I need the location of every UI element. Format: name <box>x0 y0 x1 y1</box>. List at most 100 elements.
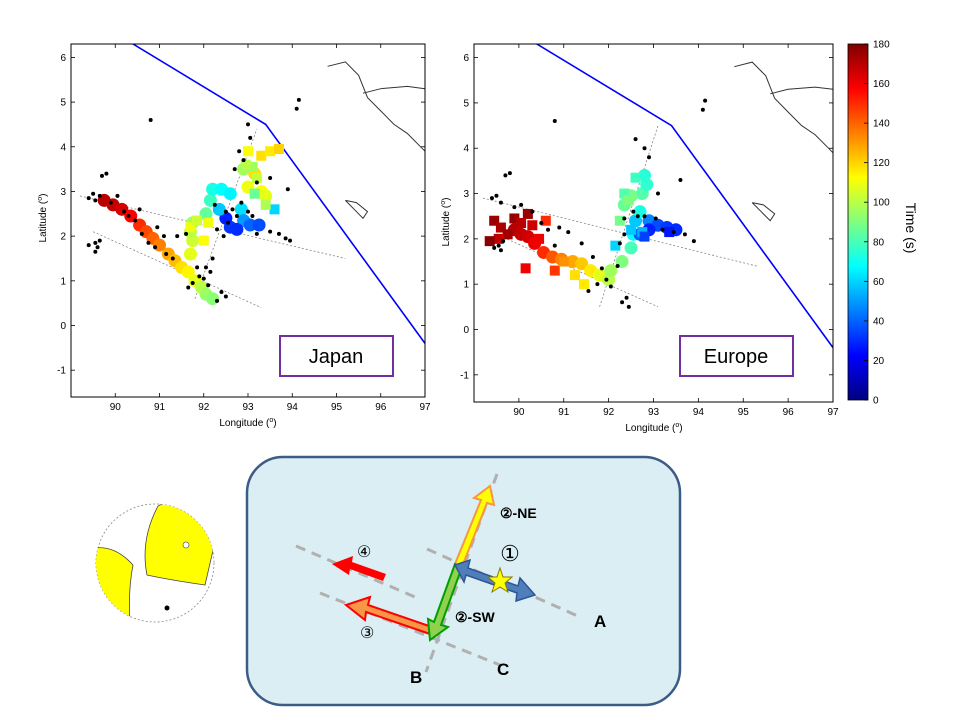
europe-square-mark <box>623 195 634 206</box>
europe-circle-mark <box>624 241 638 255</box>
europe-xlabel: Longitude (o) <box>625 422 682 434</box>
segment-2ne-label: ②-NE <box>500 505 537 521</box>
rupture-schematic: ① ②-NE ②-SW ③ ④ A B C <box>245 455 682 707</box>
japan-event-dot <box>246 122 250 127</box>
europe-event-dot <box>660 227 665 232</box>
europe-event-dot <box>566 230 571 235</box>
europe-square-mark <box>484 236 495 247</box>
japan-xtick-label: 95 <box>331 402 343 413</box>
europe-square-mark <box>558 256 569 267</box>
europe-square-mark <box>664 227 675 238</box>
europe-event-dot <box>492 245 497 250</box>
japan-event-dot <box>108 200 113 205</box>
japan-coastline <box>362 85 425 94</box>
japan-event-dot <box>254 231 259 236</box>
japan-xtick-label: 92 <box>198 402 210 413</box>
europe-ytick-label: -1 <box>460 370 469 381</box>
japan-event-dot <box>285 187 290 192</box>
europe-xtick-label: 96 <box>783 407 795 418</box>
europe-event-dot <box>552 243 557 248</box>
europe-square-mark <box>516 218 527 228</box>
europe-xtick-label: 92 <box>603 407 615 418</box>
europe-event-dot <box>642 146 647 151</box>
japan-circle-mark <box>252 218 266 232</box>
europe-ytick-label: 3 <box>463 189 469 200</box>
japan-square-mark <box>249 188 260 199</box>
t-axis-marker <box>182 541 190 549</box>
europe-label-box <box>679 335 794 377</box>
europe-event-dot <box>615 264 620 269</box>
europe-square-mark <box>493 233 504 244</box>
europe-xtick-label: 95 <box>738 407 750 418</box>
europe-event-dot <box>678 177 683 182</box>
japan-event-dot <box>234 214 239 219</box>
japan-ytick-label: -1 <box>57 366 66 377</box>
japan-event-dot <box>97 238 102 243</box>
europe-square-mark <box>549 265 560 276</box>
europe-event-dot <box>503 173 508 178</box>
segment-2ne-arrow <box>453 484 496 569</box>
europe-event-dot <box>530 209 535 214</box>
japan-xtick-label: 93 <box>242 402 254 413</box>
japan-event-dot <box>232 167 237 172</box>
europe-event-dot <box>653 216 658 221</box>
europe-square-mark <box>522 208 533 219</box>
europe-square-mark <box>489 215 500 226</box>
europe-axes: 90 91 92 93 94 95 96 97 -1 0 1 2 3 4 5 6 <box>460 44 839 418</box>
japan-square-mark <box>251 173 262 184</box>
japan-ytick-label: 4 <box>60 142 66 153</box>
europe-xtick-label: 93 <box>648 407 660 418</box>
europe-event-dot <box>622 232 627 237</box>
europe-coastline <box>734 61 833 154</box>
japan-plot-frame <box>70 43 426 398</box>
japan-event-dot <box>230 207 235 212</box>
colorbar: 0 20 40 60 80 100 120 140 160 180 Time (s) <box>847 40 919 407</box>
europe-square-mark <box>610 240 621 251</box>
europe-square-mark <box>502 229 513 240</box>
europe-label: Europe <box>704 346 769 368</box>
europe-square-mark <box>520 263 531 274</box>
europe-plot-frame <box>473 43 834 403</box>
japan-event-dot <box>246 209 250 214</box>
japan-event-dot <box>208 269 213 274</box>
japan-event-dot <box>248 135 253 140</box>
europe-coastline <box>751 202 776 222</box>
europe-square-mark <box>527 220 538 231</box>
japan-label-box <box>279 335 394 377</box>
fault-label-c: C <box>497 660 509 679</box>
colorbar-tick-label: 100 <box>873 198 890 209</box>
colorbar-tick-label: 160 <box>873 79 890 90</box>
europe-xtick-label: 90 <box>513 407 525 418</box>
japan-event-dot <box>170 256 175 261</box>
japan-square-mark <box>240 159 251 170</box>
japan-event-dot <box>155 225 160 230</box>
fault-trace-c <box>319 591 501 667</box>
europe-event-dot <box>691 239 696 244</box>
japan-event-dot <box>139 231 144 236</box>
europe-ytick-label: 2 <box>463 234 469 245</box>
japan-ytick-label: 5 <box>60 98 66 109</box>
europe-ytick-label: 4 <box>463 144 469 155</box>
europe-event-dot <box>626 304 631 309</box>
japan-event-dot <box>161 234 166 239</box>
japan-square-mark <box>203 217 214 228</box>
japan-xtick-label: 96 <box>375 402 387 413</box>
japan-event-dot <box>219 289 224 294</box>
europe-event-dot <box>590 254 595 259</box>
europe-event-dot <box>617 241 622 246</box>
segment-3-label: ③ <box>360 625 374 642</box>
europe-square-mark <box>639 231 650 242</box>
europe-ytick-label: 6 <box>463 53 469 64</box>
europe-event-dot <box>608 284 613 289</box>
japan-event-dot <box>99 173 104 178</box>
japan-event-dot <box>288 238 293 243</box>
europe-circle-mark <box>575 257 589 271</box>
japan-event-dot <box>197 274 202 279</box>
japan-event-dot <box>294 106 299 111</box>
japan-square-mark <box>269 204 280 215</box>
europe-ytick-label: 0 <box>463 325 469 336</box>
japan-event-dot <box>212 202 217 207</box>
europe-ytick-label: 1 <box>463 280 469 291</box>
japan-axes: 90 91 92 93 94 95 96 97 -1 0 1 2 3 4 5 6 <box>57 44 431 413</box>
